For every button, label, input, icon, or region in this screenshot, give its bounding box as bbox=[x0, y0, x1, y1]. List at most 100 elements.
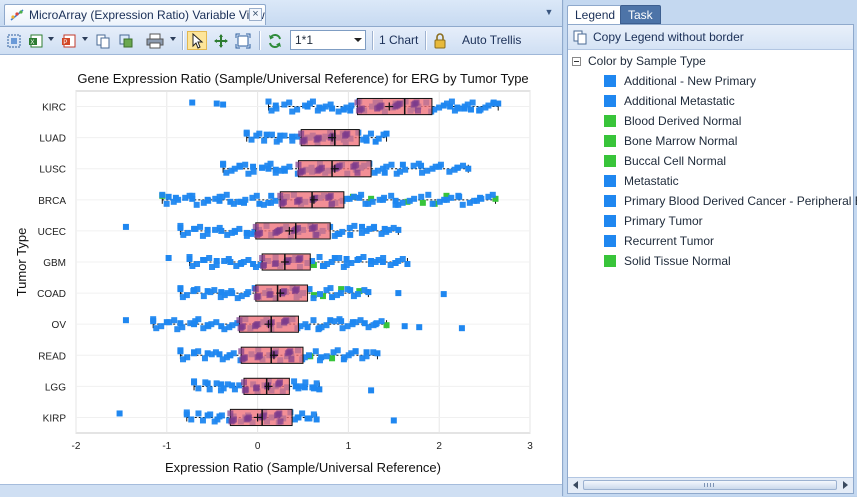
lock-icon[interactable] bbox=[431, 31, 449, 50]
data-point bbox=[264, 162, 271, 169]
box-mean-marker bbox=[276, 289, 285, 298]
data-point bbox=[340, 106, 347, 113]
chart-toolbar: X P 1*1 bbox=[0, 27, 562, 55]
tab-task[interactable]: Task bbox=[620, 5, 661, 24]
legend-item[interactable]: Solid Tissue Normal bbox=[604, 253, 731, 269]
tab-list-dropdown-icon[interactable]: ▼ bbox=[544, 7, 554, 17]
tab-legend[interactable]: Legend bbox=[567, 5, 624, 24]
data-point bbox=[448, 98, 455, 105]
copy-legend-button[interactable]: Copy Legend without border bbox=[572, 28, 744, 46]
x-axis-label: Expression Ratio (Sample/Universal Refer… bbox=[165, 460, 441, 475]
data-point bbox=[294, 106, 301, 113]
chart-title: Gene Expression Ratio (Sample/Universal … bbox=[77, 71, 528, 86]
data-point bbox=[189, 99, 196, 106]
legend-item[interactable]: Primary Tumor bbox=[604, 213, 703, 229]
scroll-left-arrow-icon[interactable] bbox=[573, 481, 578, 489]
ppt-export-dropdown-icon[interactable] bbox=[82, 37, 88, 41]
data-point bbox=[395, 258, 402, 264]
legend-item[interactable]: Recurrent Tumor bbox=[604, 233, 714, 249]
data-point bbox=[339, 325, 346, 332]
data-point bbox=[116, 410, 123, 417]
auto-trellis-button[interactable]: Auto Trellis bbox=[462, 33, 522, 47]
data-point bbox=[192, 318, 199, 325]
legend-item[interactable]: Additional - New Primary bbox=[604, 73, 756, 89]
collapse-icon[interactable] bbox=[572, 56, 581, 66]
data-point bbox=[350, 293, 357, 300]
legend-item[interactable]: Bone Marrow Normal bbox=[604, 133, 737, 149]
data-point bbox=[267, 291, 274, 298]
y-axis-label: Tumor Type bbox=[14, 228, 29, 297]
copy-icon[interactable] bbox=[94, 31, 112, 50]
data-point bbox=[311, 223, 318, 230]
data-point bbox=[213, 319, 220, 326]
excel-export-dropdown-icon[interactable] bbox=[48, 37, 54, 41]
data-point bbox=[245, 170, 252, 177]
legend-item-label: Additional - New Primary bbox=[624, 74, 757, 88]
copy-icon bbox=[573, 30, 587, 45]
legend-item[interactable]: Buccal Cell Normal bbox=[604, 153, 726, 169]
print-dropdown-icon[interactable] bbox=[170, 37, 176, 41]
data-point bbox=[195, 348, 202, 355]
data-point bbox=[416, 324, 423, 331]
legend-item[interactable]: Additional Metastatic bbox=[604, 93, 735, 109]
print-icon[interactable] bbox=[145, 31, 165, 50]
fit-icon[interactable] bbox=[234, 31, 252, 50]
data-point bbox=[378, 102, 385, 109]
data-point bbox=[228, 288, 235, 295]
legend-item[interactable]: Metastatic bbox=[604, 173, 679, 189]
data-point bbox=[381, 194, 388, 201]
legend-horizontal-scrollbar[interactable] bbox=[568, 477, 853, 493]
data-point bbox=[301, 136, 308, 143]
data-point bbox=[432, 163, 439, 170]
excel-export-icon[interactable]: X bbox=[27, 31, 45, 50]
data-point bbox=[183, 292, 190, 299]
data-point bbox=[240, 259, 247, 265]
x-tick-label: 1 bbox=[346, 441, 352, 452]
pointer-icon[interactable] bbox=[187, 31, 207, 50]
data-point bbox=[194, 261, 201, 267]
data-point bbox=[207, 411, 214, 418]
data-point bbox=[243, 232, 250, 239]
data-point bbox=[390, 417, 397, 424]
data-point bbox=[217, 387, 224, 394]
data-point bbox=[238, 348, 245, 355]
scrollbar-thumb[interactable] bbox=[583, 480, 837, 490]
chart-count-button[interactable]: 1 Chart bbox=[379, 33, 419, 47]
data-point bbox=[461, 103, 468, 110]
data-point bbox=[414, 107, 421, 114]
data-point bbox=[295, 224, 302, 231]
data-point bbox=[177, 347, 184, 354]
data-point bbox=[365, 289, 372, 296]
data-point bbox=[381, 169, 388, 176]
data-point bbox=[199, 417, 206, 424]
zoom-icon[interactable] bbox=[212, 31, 230, 50]
close-tab-button[interactable]: × bbox=[249, 8, 262, 21]
data-point bbox=[177, 320, 184, 327]
data-point bbox=[451, 166, 458, 173]
document-pane: MicroArray (Expression Ratio) Variable V… bbox=[0, 0, 563, 497]
ppt-export-icon[interactable]: P bbox=[60, 31, 78, 50]
data-point bbox=[206, 386, 213, 393]
data-point bbox=[301, 384, 308, 391]
data-point bbox=[368, 387, 375, 394]
data-point bbox=[253, 192, 260, 199]
scroll-right-arrow-icon[interactable] bbox=[843, 481, 848, 489]
data-point bbox=[276, 410, 283, 417]
legend-item[interactable]: Blood Derived Normal bbox=[604, 113, 741, 129]
box-plot-chart[interactable]: -2 -1 0 1 2 3 KIRC LUAD LUSC BRCA UCEC GBM COAD OV REA… bbox=[0, 55, 562, 484]
chart-area[interactable]: -2 -1 0 1 2 3 KIRC LUAD LUSC BRCA UCEC GBM COAD OV REA… bbox=[0, 55, 562, 496]
data-point bbox=[322, 103, 329, 110]
toolbar-separator bbox=[182, 31, 183, 50]
data-point bbox=[195, 410, 202, 417]
data-point bbox=[392, 201, 399, 208]
fit-view-icon[interactable] bbox=[5, 31, 23, 50]
trellis-layout-select[interactable]: 1*1 bbox=[290, 30, 366, 50]
legend-item[interactable]: Primary Blood Derived Cancer - Periphera… bbox=[604, 193, 857, 209]
refresh-icon[interactable] bbox=[266, 31, 284, 50]
data-point bbox=[383, 163, 390, 170]
copy-image-icon[interactable] bbox=[117, 31, 135, 50]
legend-group-color-by-sample-type[interactable]: Color by Sample Type bbox=[572, 53, 706, 69]
data-point bbox=[373, 320, 380, 327]
document-tab[interactable]: MicroArray (Expression Ratio) Variable V… bbox=[4, 4, 266, 25]
data-point bbox=[465, 165, 472, 172]
